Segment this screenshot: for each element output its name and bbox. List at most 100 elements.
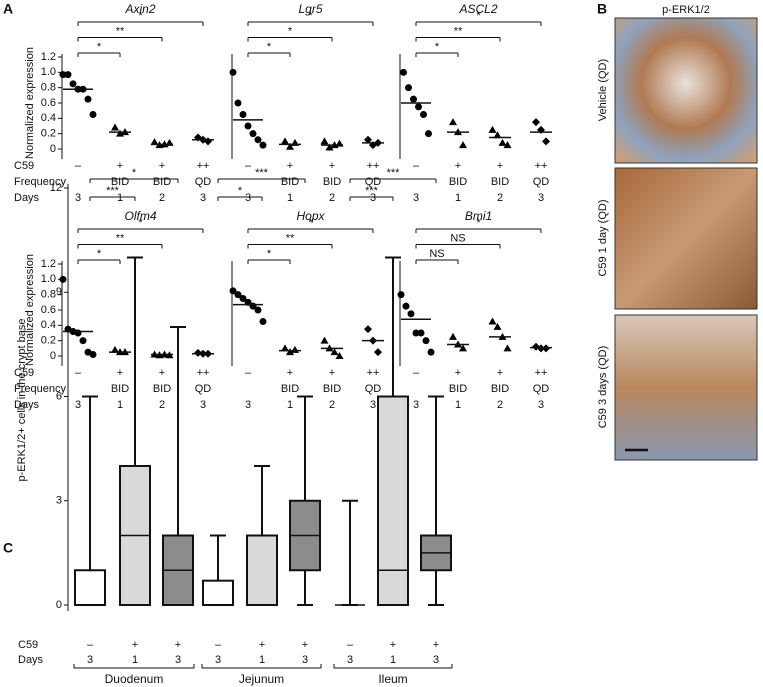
significance-label: ** <box>116 232 125 244</box>
data-point <box>229 287 237 295</box>
row-label: C59 <box>14 160 34 172</box>
data-point <box>254 306 262 314</box>
x-tick-label: ++ <box>535 160 548 172</box>
significance-label: ** <box>454 25 463 37</box>
row-label: C59 <box>14 367 34 379</box>
x-tick-label: – <box>413 367 420 379</box>
data-point <box>59 71 67 79</box>
x-tick-label: 2 <box>159 399 165 411</box>
x-tick-label: + <box>497 367 503 379</box>
group-label: Duodenum <box>105 672 164 686</box>
x-tick-label: 3 <box>75 192 81 204</box>
x-tick-label: BID <box>153 383 171 395</box>
panel-label: A <box>3 1 13 17</box>
x-tick-label: + <box>259 639 265 651</box>
x-tick-label: – <box>413 160 420 172</box>
data-point <box>74 329 82 337</box>
x-tick-label: 3 <box>538 399 544 411</box>
x-tick-label: + <box>175 639 181 651</box>
x-tick-label: + <box>287 367 293 379</box>
data-point <box>234 99 242 107</box>
y-tick-label: 0.2 <box>41 128 56 140</box>
y-tick-label: 1.2 <box>41 258 56 270</box>
x-tick-label: – <box>245 160 252 172</box>
x-tick-label: BID <box>491 176 509 188</box>
data-point <box>503 344 512 352</box>
chart-title: ASCL2 <box>458 2 497 16</box>
x-tick-label: + <box>159 367 165 379</box>
x-tick-label: BID <box>323 176 341 188</box>
x-tick-label: 2 <box>497 399 503 411</box>
x-tick-label: 1 <box>259 654 265 666</box>
x-tick-label: 3 <box>302 654 308 666</box>
x-tick-label: 1 <box>117 192 123 204</box>
x-tick-label: + <box>287 160 293 172</box>
significance-label: * <box>435 41 440 53</box>
significance-label: * <box>308 10 313 22</box>
y-tick-label: 0.8 <box>41 289 56 301</box>
row-label: C59 <box>18 639 38 651</box>
data-point <box>335 352 344 359</box>
significance-label: * <box>308 217 313 229</box>
data-point <box>229 68 237 76</box>
significance-label: NS <box>450 232 465 244</box>
data-point <box>422 337 430 345</box>
micrograph <box>614 167 758 310</box>
x-tick-label: ++ <box>367 367 380 379</box>
x-tick-label: ++ <box>367 160 380 172</box>
chart-title: Hopx <box>296 209 325 223</box>
x-tick-label: – <box>75 367 82 379</box>
micrograph <box>614 17 758 164</box>
data-point <box>532 118 540 127</box>
y-tick-label: 6 <box>56 390 62 402</box>
data-point <box>254 136 262 144</box>
data-point <box>111 345 119 353</box>
x-tick-label: QD <box>533 176 550 188</box>
x-tick-label: 3 <box>175 654 181 666</box>
significance-label: * <box>288 25 293 37</box>
x-tick-label: BID <box>449 383 467 395</box>
image-label: C59 3 days (QD) <box>597 346 609 429</box>
x-tick-label: + <box>455 367 461 379</box>
data-point <box>79 337 87 345</box>
x-tick-label: + <box>117 367 123 379</box>
data-point <box>402 302 410 310</box>
data-point <box>364 325 372 334</box>
data-point <box>281 137 289 145</box>
x-tick-label: 1 <box>287 192 293 204</box>
y-axis-label: Normalized expression <box>24 47 36 159</box>
x-tick-label: + <box>329 160 335 172</box>
data-point <box>407 310 415 318</box>
data-point <box>194 348 202 357</box>
x-tick-label: + <box>455 160 461 172</box>
data-point <box>59 275 67 283</box>
x-tick-label: 1 <box>455 399 461 411</box>
x-tick-label: QD <box>195 176 212 188</box>
x-tick-label: 3 <box>245 192 251 204</box>
x-tick-label: 3 <box>200 192 206 204</box>
data-point <box>89 350 97 358</box>
x-tick-label: 3 <box>413 399 419 411</box>
significance-label: * <box>267 41 272 53</box>
x-tick-label: 3 <box>347 654 353 666</box>
x-tick-label: BID <box>491 383 509 395</box>
x-tick-label: 3 <box>245 399 251 411</box>
data-point <box>286 348 294 356</box>
significance-label: * <box>132 167 137 179</box>
data-point <box>150 138 159 146</box>
x-tick-label: – <box>215 639 222 651</box>
x-tick-label: ++ <box>197 367 210 379</box>
data-point <box>239 295 247 302</box>
row-label: Days <box>18 654 44 666</box>
box <box>377 395 409 606</box>
micrograph <box>614 314 758 461</box>
data-point <box>239 111 247 118</box>
x-tick-label: + <box>159 160 165 172</box>
row-label: Frequency <box>14 176 66 188</box>
y-tick-label: 0.4 <box>41 112 56 124</box>
significance-label: * <box>138 217 143 229</box>
x-tick-label: 3 <box>370 399 376 411</box>
data-point <box>234 291 242 299</box>
y-tick-label: 0.4 <box>41 319 56 331</box>
data-point <box>397 291 405 299</box>
